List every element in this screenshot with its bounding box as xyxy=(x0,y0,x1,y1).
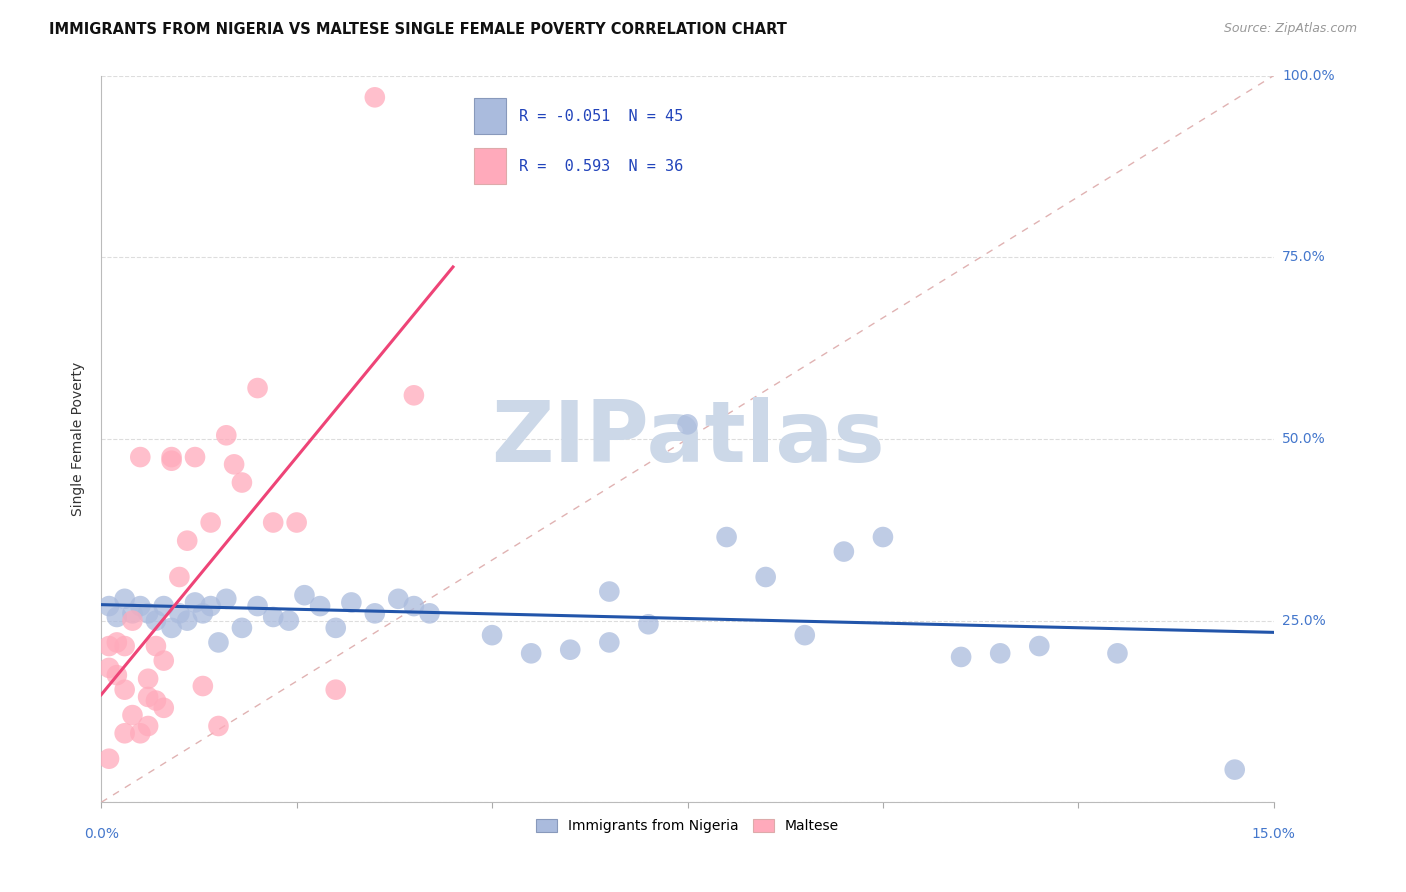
Point xyxy=(200,516,222,530)
Legend: Immigrants from Nigeria, Maltese: Immigrants from Nigeria, Maltese xyxy=(530,814,845,839)
Point xyxy=(145,639,167,653)
Point xyxy=(98,752,121,766)
Text: 50.0%: 50.0% xyxy=(1282,432,1326,446)
Point xyxy=(129,726,152,740)
Point xyxy=(294,588,316,602)
Point xyxy=(176,533,198,548)
Point xyxy=(598,584,620,599)
Point xyxy=(364,607,387,621)
Point xyxy=(145,614,167,628)
Text: ZIPatlas: ZIPatlas xyxy=(491,398,884,481)
Point xyxy=(285,516,308,530)
Point xyxy=(988,646,1011,660)
Text: 25.0%: 25.0% xyxy=(1282,614,1326,628)
Point xyxy=(98,639,121,653)
Point xyxy=(224,458,246,472)
Point xyxy=(1223,763,1246,777)
Point xyxy=(950,650,973,665)
Point xyxy=(277,614,299,628)
Point xyxy=(872,530,894,544)
Point xyxy=(184,450,207,464)
Point xyxy=(755,570,778,584)
Point xyxy=(481,628,503,642)
Text: 75.0%: 75.0% xyxy=(1282,251,1326,264)
Point xyxy=(129,450,152,464)
Point xyxy=(598,635,620,649)
Point xyxy=(637,617,659,632)
Point xyxy=(402,599,425,613)
Point xyxy=(105,635,128,649)
Point xyxy=(419,607,441,621)
Text: 15.0%: 15.0% xyxy=(1251,827,1296,841)
Point xyxy=(152,599,174,613)
Point xyxy=(98,599,121,613)
Point xyxy=(231,621,253,635)
Point xyxy=(262,610,284,624)
Point xyxy=(114,726,136,740)
Point xyxy=(716,530,738,544)
Point xyxy=(169,570,191,584)
Point xyxy=(560,642,582,657)
Point xyxy=(387,591,409,606)
Point xyxy=(136,719,159,733)
Point xyxy=(325,682,347,697)
Point xyxy=(145,693,167,707)
Text: Source: ZipAtlas.com: Source: ZipAtlas.com xyxy=(1223,22,1357,36)
Point xyxy=(191,607,214,621)
Point xyxy=(207,719,229,733)
Point xyxy=(114,682,136,697)
Point xyxy=(520,646,543,660)
Point xyxy=(98,661,121,675)
Point xyxy=(200,599,222,613)
Point xyxy=(215,591,238,606)
Point xyxy=(160,454,183,468)
Text: 0.0%: 0.0% xyxy=(84,827,118,841)
Point xyxy=(246,381,269,395)
Point xyxy=(231,475,253,490)
Point xyxy=(309,599,332,613)
Point xyxy=(262,516,284,530)
Point xyxy=(121,614,143,628)
Point xyxy=(160,450,183,464)
Point xyxy=(121,708,143,723)
Point xyxy=(105,610,128,624)
Point xyxy=(207,635,229,649)
Point xyxy=(136,672,159,686)
Point xyxy=(191,679,214,693)
Point xyxy=(121,607,143,621)
Text: IMMIGRANTS FROM NIGERIA VS MALTESE SINGLE FEMALE POVERTY CORRELATION CHART: IMMIGRANTS FROM NIGERIA VS MALTESE SINGL… xyxy=(49,22,787,37)
Point xyxy=(152,701,174,715)
Point xyxy=(1028,639,1050,653)
Y-axis label: Single Female Poverty: Single Female Poverty xyxy=(72,362,86,516)
Point xyxy=(152,654,174,668)
Point xyxy=(246,599,269,613)
Text: 100.0%: 100.0% xyxy=(1282,69,1334,83)
Point xyxy=(325,621,347,635)
Point xyxy=(114,639,136,653)
Point xyxy=(1107,646,1129,660)
Point xyxy=(340,595,363,609)
Point xyxy=(129,599,152,613)
Point xyxy=(215,428,238,442)
Point xyxy=(184,595,207,609)
Point xyxy=(105,668,128,682)
Point xyxy=(160,621,183,635)
Point xyxy=(832,544,855,558)
Point xyxy=(402,388,425,402)
Point xyxy=(676,417,699,432)
Point xyxy=(176,614,198,628)
Point xyxy=(136,607,159,621)
Point xyxy=(136,690,159,704)
Point xyxy=(793,628,815,642)
Point xyxy=(114,591,136,606)
Point xyxy=(169,607,191,621)
Point xyxy=(364,90,387,104)
